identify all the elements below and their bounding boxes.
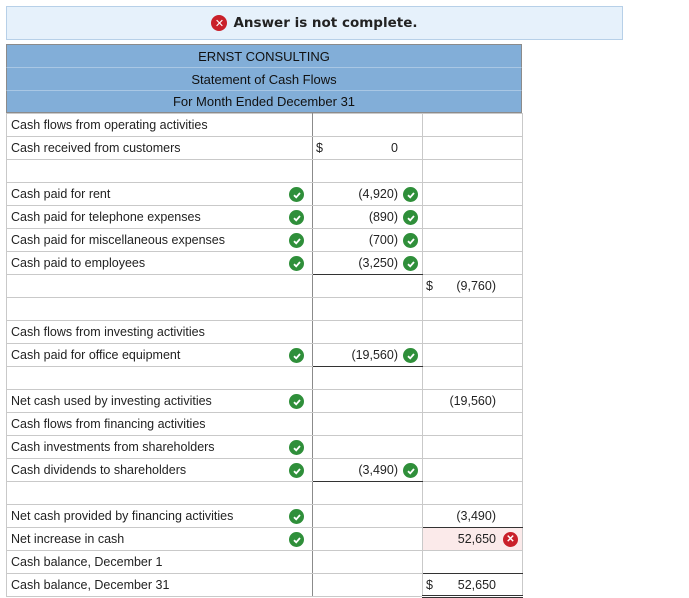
check-icon bbox=[289, 532, 304, 547]
row-label: Cash flows from operating activities bbox=[6, 113, 313, 137]
table-row: Cash paid for telephone expenses (890) bbox=[6, 205, 523, 229]
table-row: Cash flows from operating activities bbox=[6, 113, 523, 137]
row-label[interactable]: Cash balance, December 31 bbox=[6, 573, 313, 597]
currency-symbol: $ bbox=[426, 578, 433, 592]
amount-cell[interactable]: (19,560) bbox=[312, 343, 423, 367]
row-label: Cash flows from financing activities bbox=[6, 412, 313, 436]
table-row: Cash paid for office equipment (19,560) bbox=[6, 343, 523, 367]
amount-cell[interactable]: (700) bbox=[312, 228, 423, 252]
check-icon bbox=[289, 348, 304, 363]
subtotal-cell[interactable]: $ (9,760) bbox=[422, 274, 523, 298]
error-x-icon: ✕ bbox=[503, 532, 518, 547]
answer-status-banner: ✕ Answer is not complete. bbox=[6, 6, 623, 40]
company-name: ERNST CONSULTING bbox=[6, 44, 522, 67]
row-label: Cash paid for office equipment bbox=[11, 348, 181, 362]
table-row: Net cash used by investing activities (1… bbox=[6, 389, 523, 413]
check-icon bbox=[403, 463, 418, 478]
table-row: Net increase in cash 52,650 ✕ bbox=[6, 527, 523, 551]
check-icon bbox=[289, 256, 304, 271]
check-icon bbox=[289, 187, 304, 202]
table-row bbox=[6, 297, 523, 321]
row-label: Cash paid to employees bbox=[11, 256, 146, 270]
net-increase-cell[interactable]: 52,650 ✕ bbox=[422, 527, 523, 551]
row-label: Cash investments from shareholders bbox=[11, 440, 215, 454]
row-label[interactable]: Cash balance, December 1 bbox=[6, 550, 313, 574]
row-label: Net increase in cash bbox=[11, 532, 125, 546]
table-row bbox=[6, 159, 523, 183]
table-row: Cash balance, December 1 bbox=[6, 550, 523, 574]
row-label: Cash paid for rent bbox=[11, 187, 111, 201]
table-row: Cash paid for rent (4,920) bbox=[6, 182, 523, 206]
currency-symbol: $ bbox=[426, 279, 433, 293]
table-row: Cash paid to employees (3,250) bbox=[6, 251, 523, 275]
table-row: Cash investments from shareholders bbox=[6, 435, 523, 459]
row-label: Cash paid for miscellaneous expenses bbox=[11, 233, 226, 247]
amount-cell[interactable]: (3,490) bbox=[312, 458, 423, 482]
statement-title: Statement of Cash Flows bbox=[6, 67, 522, 90]
table-row: Cash flows from investing activities bbox=[6, 320, 523, 344]
table-row: Cash paid for miscellaneous expenses (70… bbox=[6, 228, 523, 252]
row-label: Net cash provided by financing activitie… bbox=[11, 509, 234, 523]
banner-text: Answer is not complete. bbox=[233, 15, 418, 31]
amount-cell[interactable]: (3,250) bbox=[312, 251, 423, 275]
check-icon bbox=[403, 256, 418, 271]
table-row bbox=[6, 366, 523, 390]
table-row: $ (9,760) bbox=[6, 274, 523, 298]
check-icon bbox=[289, 210, 304, 225]
row-label: Net cash used by investing activities bbox=[11, 394, 212, 408]
subtotal-cell[interactable]: (19,560) bbox=[422, 389, 523, 413]
ending-balance-cell[interactable]: $ 52,650 bbox=[422, 573, 523, 598]
check-icon bbox=[289, 463, 304, 478]
check-icon bbox=[403, 233, 418, 248]
row-label: Cash dividends to shareholders bbox=[11, 463, 187, 477]
table-row: Net cash provided by financing activitie… bbox=[6, 504, 523, 528]
check-icon bbox=[289, 440, 304, 455]
currency-symbol: $ bbox=[316, 141, 323, 155]
table-row bbox=[6, 481, 523, 505]
amount-cell[interactable]: (4,920) bbox=[312, 182, 423, 206]
check-icon bbox=[403, 187, 418, 202]
statement-period: For Month Ended December 31 bbox=[6, 90, 522, 113]
table-row: Cash received from customers $ 0 bbox=[6, 136, 523, 160]
row-label: Cash paid for telephone expenses bbox=[11, 210, 201, 224]
check-icon bbox=[289, 394, 304, 409]
table-row: Cash balance, December 31 $ 52,650 bbox=[6, 573, 523, 598]
check-icon bbox=[403, 210, 418, 225]
check-icon bbox=[289, 233, 304, 248]
amount-cell[interactable]: (890) bbox=[312, 205, 423, 229]
error-x-icon: ✕ bbox=[211, 15, 228, 31]
row-label[interactable]: Cash received from customers bbox=[6, 136, 313, 160]
subtotal-cell[interactable]: (3,490) bbox=[422, 504, 523, 528]
check-icon bbox=[289, 509, 304, 524]
table-row: Cash flows from financing activities bbox=[6, 412, 523, 436]
check-icon bbox=[403, 348, 418, 363]
row-label: Cash flows from investing activities bbox=[6, 320, 313, 344]
table-row: Cash dividends to shareholders (3,490) bbox=[6, 458, 523, 482]
cash-flow-table: Cash flows from operating activities Cas… bbox=[6, 113, 523, 598]
amount-cell[interactable]: $ 0 bbox=[312, 136, 423, 160]
